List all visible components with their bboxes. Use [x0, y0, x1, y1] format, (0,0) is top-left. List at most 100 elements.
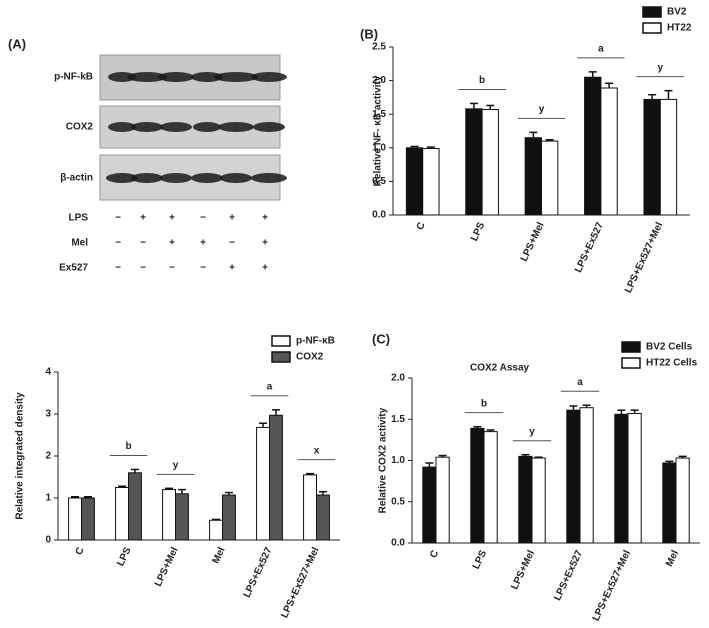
bar — [541, 140, 559, 216]
treatment-sign: + — [229, 263, 235, 274]
blot-band — [214, 72, 258, 82]
y-axis-label: Relative COX2 activity — [378, 407, 389, 513]
legend-label: COX2 — [296, 352, 324, 363]
x-tick-label: LPS+Ex527+Mel — [279, 546, 321, 620]
blot-band — [108, 122, 136, 132]
blot-band — [220, 173, 252, 183]
blot-band — [251, 72, 287, 82]
bar — [115, 487, 129, 541]
significance-label: y — [529, 426, 535, 437]
bar — [600, 87, 618, 216]
panel-label: (C) — [372, 331, 390, 346]
y-tick-label: 1.5 — [372, 109, 386, 120]
bar — [435, 456, 450, 544]
x-tick-label: C — [415, 221, 428, 232]
bar — [68, 497, 82, 541]
y-tick-label: 3 — [45, 409, 51, 420]
significance-label: y — [539, 104, 545, 115]
bar — [175, 493, 189, 541]
blot-band — [160, 122, 192, 132]
x-tick-label: LPS+Ex527 — [573, 220, 606, 274]
x-tick-label: LPS+Mel — [519, 221, 547, 264]
x-tick-label: Mel — [211, 546, 228, 566]
bar — [643, 98, 661, 216]
bar — [659, 98, 678, 216]
treatment-sign: − — [115, 263, 121, 274]
legend-swatch — [642, 22, 662, 34]
blot-band — [160, 173, 192, 183]
treatment-sign: + — [169, 238, 175, 249]
bar — [269, 414, 283, 541]
x-tick-label: LPS+Ex527 — [242, 545, 275, 599]
significance-label: a — [267, 381, 273, 392]
significance-label: b — [479, 75, 485, 86]
y-tick-label: 1 — [45, 493, 51, 504]
significance-label: b — [481, 398, 487, 409]
y-tick-label: 1.5 — [391, 414, 405, 425]
treatment-label: Mel — [71, 238, 88, 249]
treatment-sign: − — [200, 213, 206, 224]
legend-label: p-NF-κB — [296, 336, 335, 347]
bar — [518, 455, 533, 544]
bar — [662, 462, 677, 544]
treatment-sign: + — [229, 213, 235, 224]
legend-swatch — [621, 341, 641, 353]
panel-label: (B) — [360, 26, 378, 41]
x-tick-label: LPS+Ex527 — [552, 548, 585, 602]
x-tick-label: LPS — [469, 220, 487, 243]
bar — [627, 412, 642, 544]
significance-label: b — [125, 441, 131, 452]
bar — [222, 494, 236, 541]
x-tick-label: LPS+Mel — [509, 549, 537, 592]
legend-swatch — [271, 351, 291, 363]
y-tick-label: 2.5 — [372, 42, 386, 53]
bar — [422, 147, 440, 216]
bar — [422, 466, 437, 544]
bar — [524, 137, 542, 216]
bar — [675, 457, 690, 544]
treatment-sign: − — [115, 238, 121, 249]
treatment-sign: − — [200, 263, 206, 274]
y-tick-label: 0.5 — [372, 176, 386, 187]
treatment-sign: + — [262, 238, 268, 249]
y-tick-label: 0 — [45, 535, 51, 546]
y-tick-label: 0.5 — [391, 496, 405, 507]
y-tick-label: 2.0 — [391, 373, 405, 384]
y-axis-label: Relative NF- κB activity — [373, 75, 384, 186]
panel-label: (A) — [8, 36, 26, 51]
bar — [531, 457, 546, 544]
chart-title: COX2 Assay — [470, 363, 530, 374]
blot-label: β-actin — [60, 173, 93, 184]
legend-swatch — [271, 335, 291, 347]
y-tick-label: 4 — [45, 367, 51, 378]
bar — [470, 427, 485, 544]
y-tick-label: 2 — [45, 451, 51, 462]
blot-band — [191, 173, 223, 183]
bar — [209, 519, 223, 541]
treatment-sign: + — [200, 238, 206, 249]
bar — [256, 426, 271, 541]
blot-band — [251, 173, 287, 183]
legend-label: HT22 Cells — [646, 358, 698, 369]
legend-label: BV2 Cells — [646, 342, 693, 353]
treatment-label: Ex527 — [59, 263, 88, 274]
legend-swatch — [621, 357, 641, 369]
x-tick-label: C — [74, 546, 87, 557]
blot-band — [191, 72, 223, 82]
y-tick-label: 0.0 — [372, 210, 386, 221]
bar — [481, 108, 499, 216]
treatment-sign: − — [140, 238, 146, 249]
treatment-sign: + — [140, 213, 146, 224]
bar — [614, 413, 629, 544]
blot-band — [218, 122, 254, 132]
blot-label: COX2 — [66, 122, 94, 133]
bar — [303, 474, 318, 541]
x-tick-label: LPS — [471, 548, 489, 571]
treatment-sign: − — [115, 213, 121, 224]
x-tick-label: LPS+Ex527+Mel — [591, 549, 633, 623]
x-tick-label: C — [428, 549, 441, 560]
significance-label: x — [314, 445, 320, 456]
treatment-sign: + — [169, 213, 175, 224]
x-tick-label: LPS+Ex527+Mel — [623, 221, 665, 295]
